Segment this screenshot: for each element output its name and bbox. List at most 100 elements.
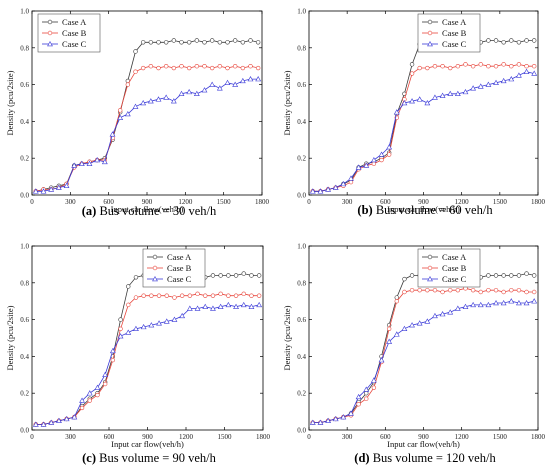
data-point xyxy=(501,62,506,67)
series-line xyxy=(312,71,535,192)
data-point xyxy=(470,287,476,293)
data-point xyxy=(477,83,484,89)
data-point xyxy=(401,325,408,332)
data-point xyxy=(516,287,522,293)
legend-label: Case A xyxy=(62,17,87,27)
x-tick-label: 900 xyxy=(418,198,429,206)
data-point xyxy=(509,63,514,69)
series-line xyxy=(35,273,260,425)
data-point xyxy=(486,38,491,43)
legend-marker xyxy=(152,275,158,282)
data-point xyxy=(256,293,262,298)
data-point xyxy=(470,301,477,308)
data-point xyxy=(501,273,506,278)
data-point xyxy=(531,289,537,295)
data-point xyxy=(86,160,93,166)
data-point xyxy=(248,38,253,43)
data-point xyxy=(531,63,537,69)
data-point xyxy=(478,62,483,67)
data-point xyxy=(524,289,529,295)
data-point xyxy=(393,109,400,115)
data-point xyxy=(156,320,162,326)
data-point xyxy=(524,63,529,69)
data-point xyxy=(210,305,216,311)
legend-label: Case C xyxy=(442,274,467,284)
data-point xyxy=(179,293,185,298)
legend-marker xyxy=(427,265,433,271)
legend-label: Case C xyxy=(442,39,467,49)
data-point xyxy=(118,317,123,322)
x-tick-label: 1200 xyxy=(455,198,470,206)
data-point xyxy=(401,99,408,106)
x-tick-label: 1500 xyxy=(218,433,233,441)
data-point xyxy=(256,273,262,278)
data-point xyxy=(524,271,529,276)
x-tick-label: 900 xyxy=(142,433,153,441)
y-tick-label: 0.2 xyxy=(20,155,29,163)
data-point xyxy=(186,305,193,311)
data-point xyxy=(424,318,431,324)
data-point xyxy=(439,311,446,317)
x-tick-label: 1500 xyxy=(217,198,232,206)
chart-panel-b: 0.0 0.2 0.4 0.6 0.8 1.0 0 300 600 900 1200 1500 1800… xyxy=(282,8,546,218)
x-tick-label: 300 xyxy=(65,198,76,206)
data-point xyxy=(141,293,146,298)
data-point xyxy=(140,40,146,45)
data-point xyxy=(409,98,415,104)
y-tick-label: 0.6 xyxy=(297,316,306,324)
y-tick-label: 0.4 xyxy=(20,353,29,361)
data-point xyxy=(417,65,422,71)
data-point xyxy=(117,108,123,113)
data-point xyxy=(516,40,522,45)
data-point xyxy=(524,38,529,43)
data-point xyxy=(531,298,538,304)
data-point xyxy=(409,322,415,328)
data-point xyxy=(178,90,185,97)
caption-text: Bus volume = 30 veh/h xyxy=(96,204,217,218)
legend-label: Case A xyxy=(442,17,467,27)
data-point xyxy=(370,377,377,383)
data-point xyxy=(140,99,147,106)
data-point xyxy=(531,38,537,43)
data-point xyxy=(171,38,177,43)
data-point xyxy=(63,182,70,189)
data-point xyxy=(509,273,514,278)
chart-panel-a: 0.0 0.2 0.4 0.6 0.8 1.0 0 300 600 900 1200 1500 1800… xyxy=(5,8,270,219)
data-point xyxy=(394,295,399,300)
data-point xyxy=(325,186,331,192)
data-point xyxy=(101,158,108,165)
data-point xyxy=(117,114,124,120)
data-point xyxy=(240,301,247,308)
data-point xyxy=(493,38,499,43)
series-line xyxy=(312,63,535,192)
data-point xyxy=(132,103,139,109)
x-tick-label: 900 xyxy=(418,433,429,441)
data-point xyxy=(363,386,370,392)
legend-label: Case A xyxy=(167,252,192,262)
data-point xyxy=(386,152,392,157)
data-point xyxy=(317,188,324,194)
data-point xyxy=(217,63,223,69)
series-case-b xyxy=(310,286,537,425)
data-point xyxy=(448,287,453,293)
chart-panel-c: 0.0 0.2 0.4 0.6 0.8 1.0 0 300 600 900 1200 1500 1800… xyxy=(5,243,271,466)
x-tick-label: 1500 xyxy=(493,433,508,441)
data-point xyxy=(477,301,484,308)
data-point xyxy=(409,273,415,278)
data-point xyxy=(516,72,522,78)
data-point xyxy=(147,98,154,104)
x-tick-label: 1200 xyxy=(455,433,470,441)
data-point xyxy=(133,325,139,332)
data-point xyxy=(486,273,491,278)
legend-marker xyxy=(427,254,433,260)
data-point xyxy=(48,186,55,192)
data-point xyxy=(55,184,62,190)
data-point xyxy=(140,65,146,71)
data-point xyxy=(371,385,377,390)
data-point xyxy=(133,295,139,300)
legend-marker xyxy=(152,265,158,271)
data-point xyxy=(239,77,246,84)
y-tick-label: 0.8 xyxy=(20,279,29,287)
